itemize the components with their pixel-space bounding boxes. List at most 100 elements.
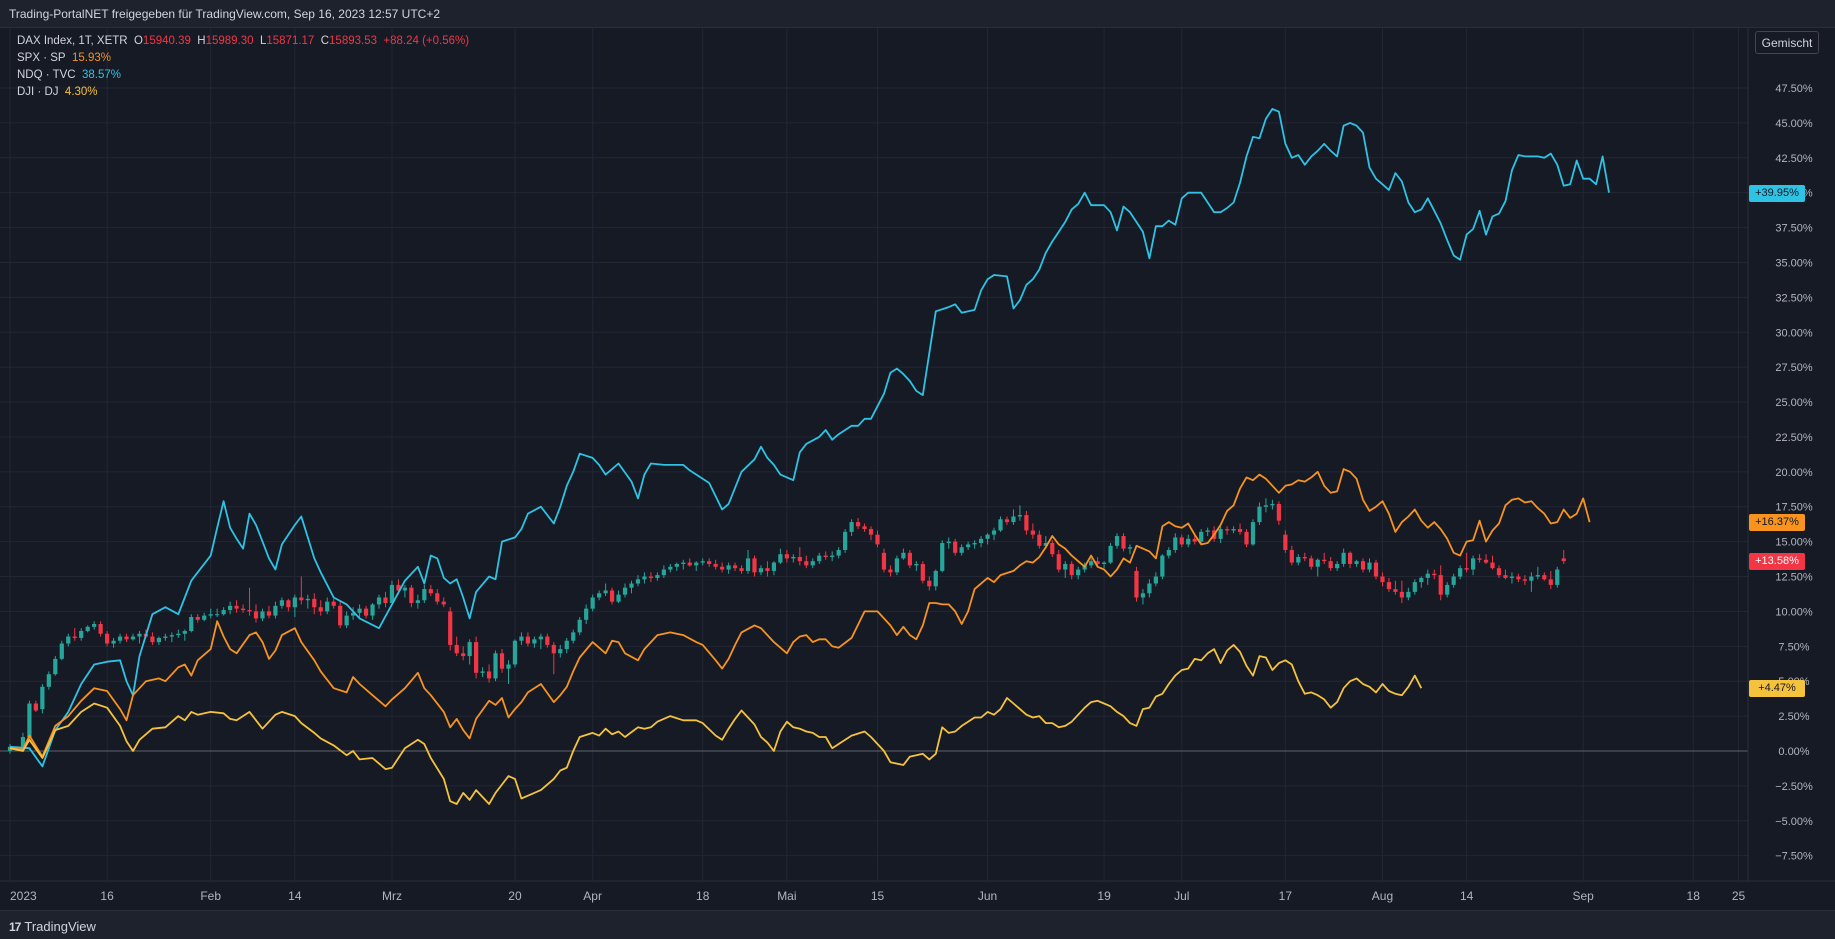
candle-body xyxy=(506,664,511,669)
candle-body xyxy=(622,587,628,595)
candle-body xyxy=(1335,563,1340,569)
candle-body xyxy=(1373,562,1379,577)
candle-body xyxy=(441,601,446,605)
candle-body xyxy=(674,563,679,567)
legend: DAX Index, 1T, XETR O15940.39 H15989.30 … xyxy=(17,33,469,101)
tradingview-logo-icon: 17 xyxy=(9,919,21,934)
candle-body xyxy=(1244,531,1249,545)
candle-body xyxy=(687,562,692,566)
candle-body xyxy=(616,594,621,602)
candle-body xyxy=(525,636,531,644)
x-tick-label: 18 xyxy=(696,889,710,903)
x-tick-label: Aug xyxy=(1372,889,1393,903)
candle-body xyxy=(927,580,932,587)
candle-body xyxy=(1076,569,1081,576)
candle-body xyxy=(778,554,783,563)
legend-close-value: 15893.53 xyxy=(329,35,377,47)
candle-body xyxy=(156,637,161,643)
candle-body xyxy=(130,636,136,640)
x-tick-label: Mai xyxy=(777,889,796,903)
legend-item-spx[interactable]: SPX · SP 15.93% xyxy=(17,50,469,67)
candle-body xyxy=(590,597,595,609)
candle-body xyxy=(1186,538,1191,545)
x-tick-label: 20 xyxy=(508,889,522,903)
candle-body xyxy=(1516,576,1521,580)
plot-area xyxy=(0,28,1748,881)
y-tick-label: −2.50% xyxy=(1775,781,1813,793)
candle-body xyxy=(1419,577,1424,583)
candle-body xyxy=(713,563,718,567)
legend-item-value: 15.93% xyxy=(71,52,111,64)
candle-body xyxy=(1367,562,1372,570)
candle-body xyxy=(448,611,453,645)
candle-body xyxy=(946,541,951,544)
price-badge-spx: +16.37% xyxy=(1749,514,1805,531)
legend-item-ndq[interactable]: NDQ · TVC 38.57% xyxy=(17,67,469,84)
legend-main-symbol[interactable]: DAX Index, 1T, XETR xyxy=(17,35,128,47)
candle-body xyxy=(273,605,278,616)
candle-body xyxy=(868,529,874,535)
candle-body xyxy=(907,552,912,566)
candle-body xyxy=(221,610,226,615)
candle-body xyxy=(266,611,272,616)
candle-body xyxy=(415,600,420,604)
candle-body xyxy=(894,558,900,573)
candle-body xyxy=(1542,575,1547,580)
candle-body xyxy=(836,550,841,556)
candle-body xyxy=(260,611,265,619)
candle-body xyxy=(545,636,550,645)
legend-item-name: NDQ · TVC xyxy=(17,69,76,81)
candle-body xyxy=(1522,579,1527,581)
candle-body xyxy=(189,617,194,631)
tradingview-brand[interactable]: 17 TradingView xyxy=(9,919,96,934)
candle-body xyxy=(862,526,867,530)
candle-body xyxy=(901,552,906,559)
legend-item-value: 38.57% xyxy=(81,69,121,81)
candle-body xyxy=(888,569,893,573)
scale-mode-button[interactable]: Gemischt xyxy=(1755,31,1819,54)
legend-item-dji[interactable]: DJI · DJ 4.30% xyxy=(17,84,469,101)
candle-body xyxy=(1354,561,1359,564)
candle-body xyxy=(933,570,938,587)
x-tick-label: 14 xyxy=(1460,889,1474,903)
candle-body xyxy=(609,590,615,602)
candle-body xyxy=(584,608,589,620)
candle-body xyxy=(959,547,964,553)
candle-body xyxy=(1464,568,1469,570)
candle-body xyxy=(707,561,712,564)
candle-body xyxy=(499,653,505,669)
candle-body xyxy=(1069,563,1074,576)
candle-body xyxy=(1063,563,1068,570)
price-badge-ndq: +39.95% xyxy=(1749,184,1805,202)
candle-body xyxy=(1153,576,1158,584)
y-tick-label: 12.50% xyxy=(1775,572,1813,584)
candle-body xyxy=(1101,562,1107,564)
candle-body xyxy=(195,617,200,620)
candle-body xyxy=(571,632,576,641)
candle-body xyxy=(1360,561,1366,570)
candle-body xyxy=(694,562,699,566)
chart-canvas[interactable]: 47.50%45.00%42.50%40.00%37.50%35.00%32.5… xyxy=(0,28,1835,910)
candle-body xyxy=(467,642,472,657)
candle-body xyxy=(648,576,654,578)
candle-body xyxy=(92,623,97,627)
candle-body xyxy=(784,554,789,559)
candle-body xyxy=(461,653,466,657)
candle-body xyxy=(215,614,220,616)
candle-body xyxy=(855,522,861,527)
candle-body xyxy=(1147,583,1152,594)
candle-body xyxy=(1412,582,1417,592)
y-tick-label: 45.00% xyxy=(1775,118,1813,130)
y-tick-label: 2.50% xyxy=(1778,711,1809,723)
candle-body xyxy=(79,630,84,638)
candle-body xyxy=(1289,550,1294,563)
legend-low-value: 15871.17 xyxy=(266,35,315,47)
candle-body xyxy=(1134,570,1139,598)
candle-body xyxy=(797,556,802,562)
candle-body xyxy=(1399,591,1404,598)
candle-body xyxy=(33,703,38,711)
y-tick-label: 30.00% xyxy=(1775,327,1813,339)
candle-body xyxy=(655,575,660,578)
candle-body xyxy=(1322,559,1327,562)
candle-body xyxy=(1483,559,1489,563)
